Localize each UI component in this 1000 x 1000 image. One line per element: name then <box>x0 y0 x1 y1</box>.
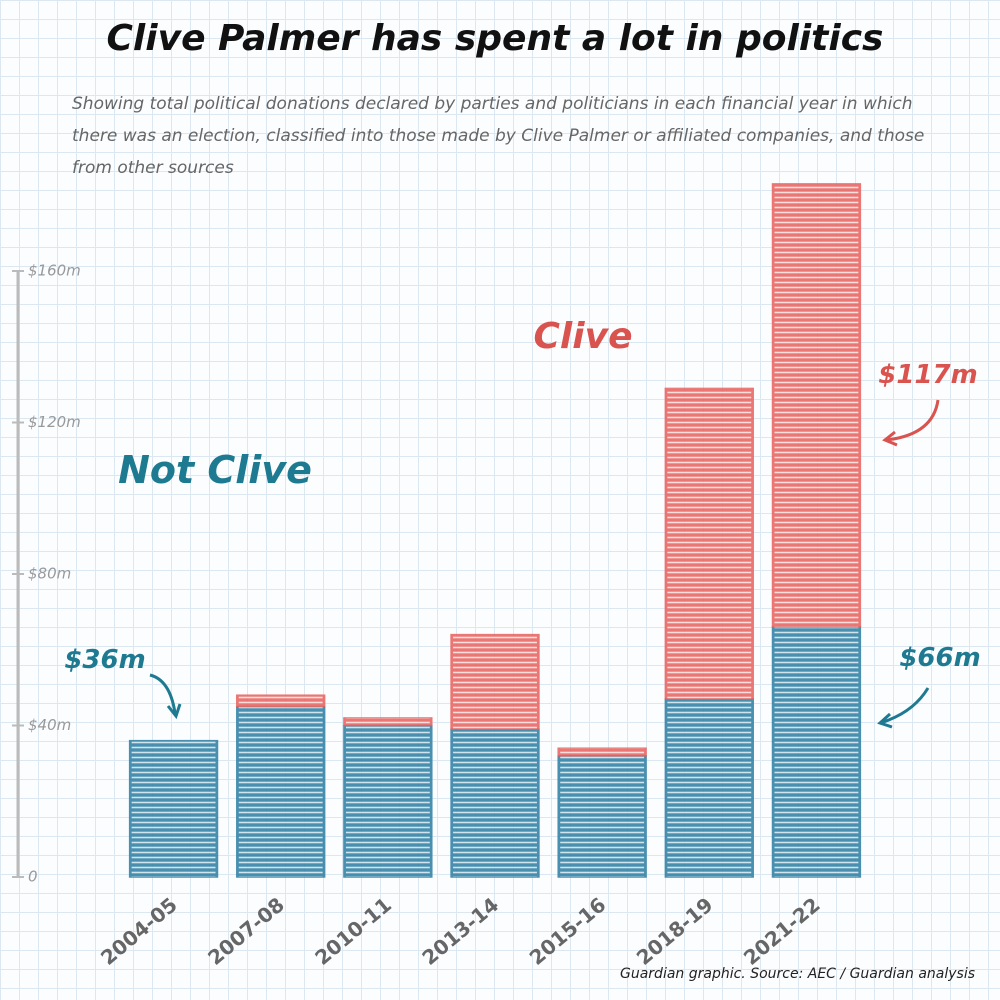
value-label: $117m <box>878 360 977 390</box>
x-tick-label: 2018-19 <box>632 892 718 969</box>
bar-hatch <box>238 706 323 877</box>
bar-hatch <box>667 698 752 877</box>
bar-hatch <box>131 740 216 877</box>
value-label: $36m <box>64 645 145 675</box>
y-tick-label: $40m <box>28 716 71 734</box>
value-label: $66m <box>899 643 980 673</box>
bar-hatch <box>345 725 430 877</box>
x-tick-label: 2007-08 <box>203 892 289 969</box>
bar-hatch <box>453 729 537 877</box>
x-tick-label: 2021-22 <box>739 892 825 969</box>
bar-hatch <box>774 183 859 628</box>
y-tick-label: 0 <box>28 868 38 886</box>
arrow <box>166 703 182 720</box>
y-tick-label: $160m <box>28 262 81 280</box>
bar-hatch <box>453 634 537 730</box>
x-tick-label: 2015-16 <box>525 892 611 969</box>
y-tick-label: $120m <box>28 413 81 431</box>
bar-hatch <box>345 717 430 726</box>
bar-hatch <box>774 627 859 877</box>
x-tick-label: 2013-14 <box>417 892 503 969</box>
x-tick-label: 2004-05 <box>96 892 182 969</box>
bar-hatch <box>560 748 645 756</box>
arrow <box>882 430 898 447</box>
legend-label: Clive <box>534 316 633 357</box>
arrow <box>879 687 930 725</box>
chart-subtitle: Showing total political donations declar… <box>72 94 925 178</box>
arrow <box>885 399 940 442</box>
bar-hatch <box>667 388 752 699</box>
bar-hatch <box>238 695 323 707</box>
bar-hatch <box>560 755 645 877</box>
arrow <box>877 712 893 729</box>
x-tick-label: 2010-11 <box>310 892 396 969</box>
chart-title: Clive Palmer has spent a lot in politics <box>107 18 884 59</box>
source: Guardian graphic. Source: AEC / Guardian… <box>620 966 975 982</box>
legend-label: Not Clive <box>118 448 312 492</box>
arrow <box>149 673 177 714</box>
y-tick-label: $80m <box>28 565 71 583</box>
